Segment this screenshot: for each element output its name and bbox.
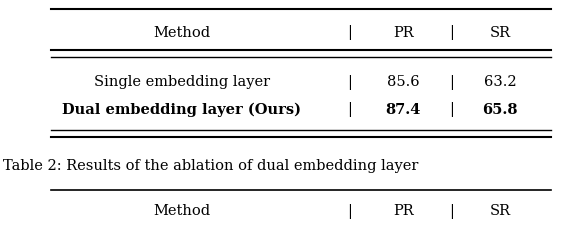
Text: |: |: [449, 75, 454, 90]
Text: |: |: [449, 25, 454, 40]
Text: |: |: [449, 102, 454, 117]
Text: |: |: [449, 203, 454, 218]
Text: Single embedding layer: Single embedding layer: [94, 75, 270, 89]
Text: PR: PR: [393, 26, 414, 40]
Text: Dual embedding layer (Ours): Dual embedding layer (Ours): [62, 102, 301, 116]
Text: |: |: [347, 25, 352, 40]
Text: 63.2: 63.2: [483, 75, 516, 89]
Text: 87.4: 87.4: [386, 102, 421, 116]
Text: |: |: [347, 102, 352, 117]
Text: Method: Method: [153, 203, 210, 217]
Text: |: |: [347, 75, 352, 90]
Text: Table 2: Results of the ablation of dual embedding layer: Table 2: Results of the ablation of dual…: [3, 158, 418, 172]
Text: PR: PR: [393, 203, 414, 217]
Text: Method: Method: [153, 26, 210, 40]
Text: 85.6: 85.6: [387, 75, 420, 89]
Text: SR: SR: [490, 26, 510, 40]
Text: SR: SR: [490, 203, 510, 217]
Text: |: |: [347, 203, 352, 218]
Text: 65.8: 65.8: [482, 102, 517, 116]
